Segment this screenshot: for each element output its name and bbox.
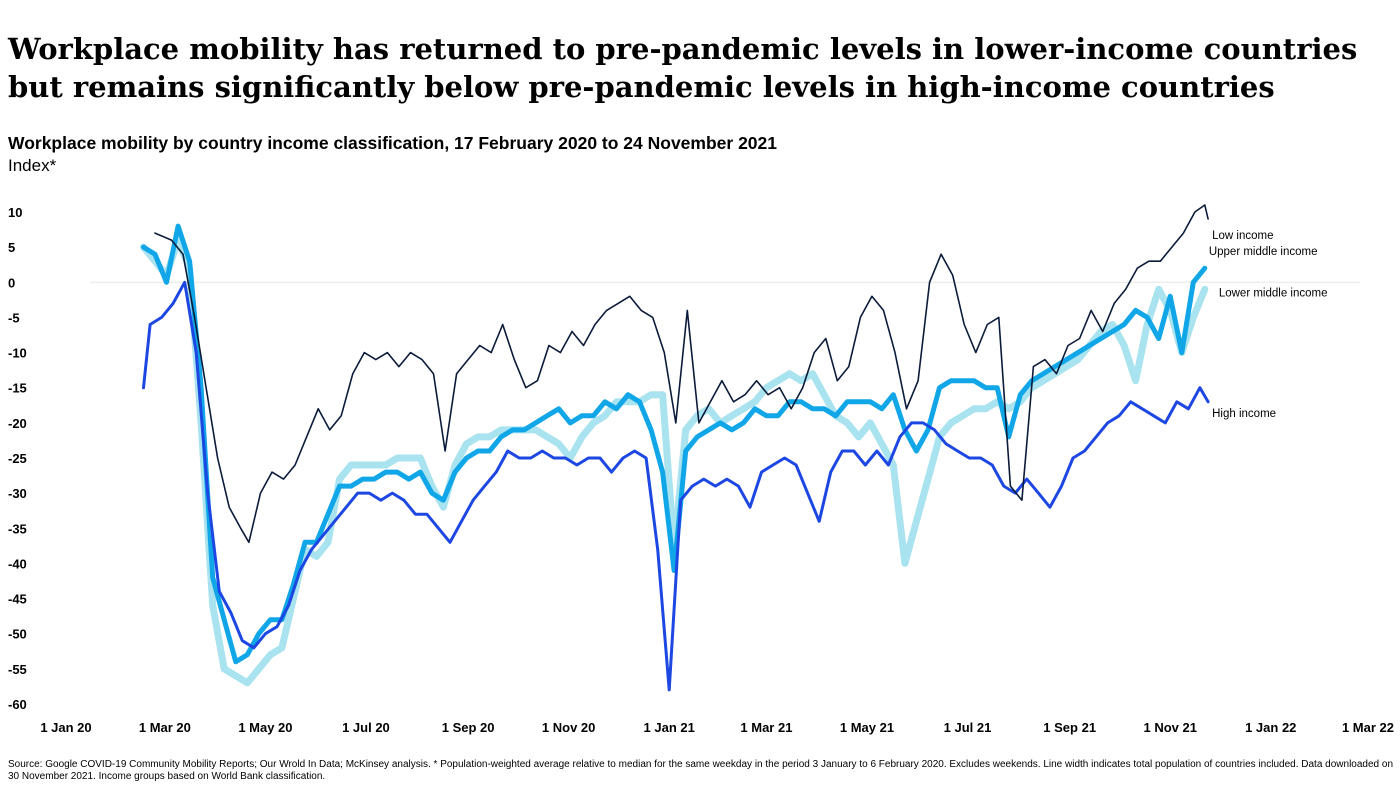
y-tick-label: -30 xyxy=(8,486,27,501)
x-tick-label: 1 Mar 20 xyxy=(139,720,191,735)
y-tick-label: -10 xyxy=(8,346,27,361)
y-tick-label: -60 xyxy=(8,697,27,712)
series-label-low-income: Low income xyxy=(1212,230,1273,242)
y-tick-label: 10 xyxy=(8,205,22,220)
x-tick-label: 1 Jan 22 xyxy=(1245,720,1296,735)
series-line-low-income xyxy=(154,204,1209,544)
series-label-lower-middle-income: Lower middle income xyxy=(1219,287,1328,299)
series-label-upper-middle-income: Upper middle income xyxy=(1209,246,1318,258)
y-tick-label: -55 xyxy=(8,662,27,677)
headline-line-1: Workplace mobility has returned to pre-p… xyxy=(8,32,1358,66)
x-tick-label: 1 Mar 21 xyxy=(740,720,792,735)
series-label-high-income: High income xyxy=(1212,408,1276,420)
x-tick-label: 1 May 20 xyxy=(238,720,292,735)
y-tick-label: 5 xyxy=(8,240,15,255)
x-tick-label: 1 Nov 21 xyxy=(1143,720,1196,735)
series-line-high-income xyxy=(142,280,1210,692)
x-tick-label: 1 Jul 20 xyxy=(342,720,390,735)
headline-line-2: but remains significantly below pre-pand… xyxy=(8,70,1275,104)
x-tick-label: 1 Jan 20 xyxy=(40,720,91,735)
x-tick-label: 1 Jan 21 xyxy=(644,720,695,735)
x-tick-label: 1 Nov 20 xyxy=(542,720,595,735)
x-tick-label: 1 Mar 22 xyxy=(1342,720,1394,735)
y-tick-label: -25 xyxy=(8,451,27,466)
y-tick-label: -40 xyxy=(8,556,27,571)
y-tick-label: -15 xyxy=(8,381,27,396)
y-tick-label: -45 xyxy=(8,592,27,607)
source-footnote: Source: Google COVID-19 Community Mobili… xyxy=(8,759,1394,782)
x-tick-label: 1 Jul 21 xyxy=(944,720,992,735)
x-tick-label: 1 Sep 20 xyxy=(442,720,495,735)
y-tick-label: -35 xyxy=(8,521,27,536)
x-tick-label: 1 Sep 21 xyxy=(1043,720,1096,735)
y-tick-label: 0 xyxy=(8,275,15,290)
y-tick-label: -50 xyxy=(8,627,27,642)
chart-headline: Workplace mobility has returned to pre-p… xyxy=(8,30,1388,106)
x-tick-label: 1 May 21 xyxy=(840,720,894,735)
chart-subtitle: Workplace mobility by country income cla… xyxy=(8,133,778,153)
y-tick-label: -20 xyxy=(8,416,27,431)
y-tick-label: -5 xyxy=(8,310,20,325)
series-line-upper-middle-income xyxy=(141,223,1208,665)
units-label: Index* xyxy=(8,156,57,175)
